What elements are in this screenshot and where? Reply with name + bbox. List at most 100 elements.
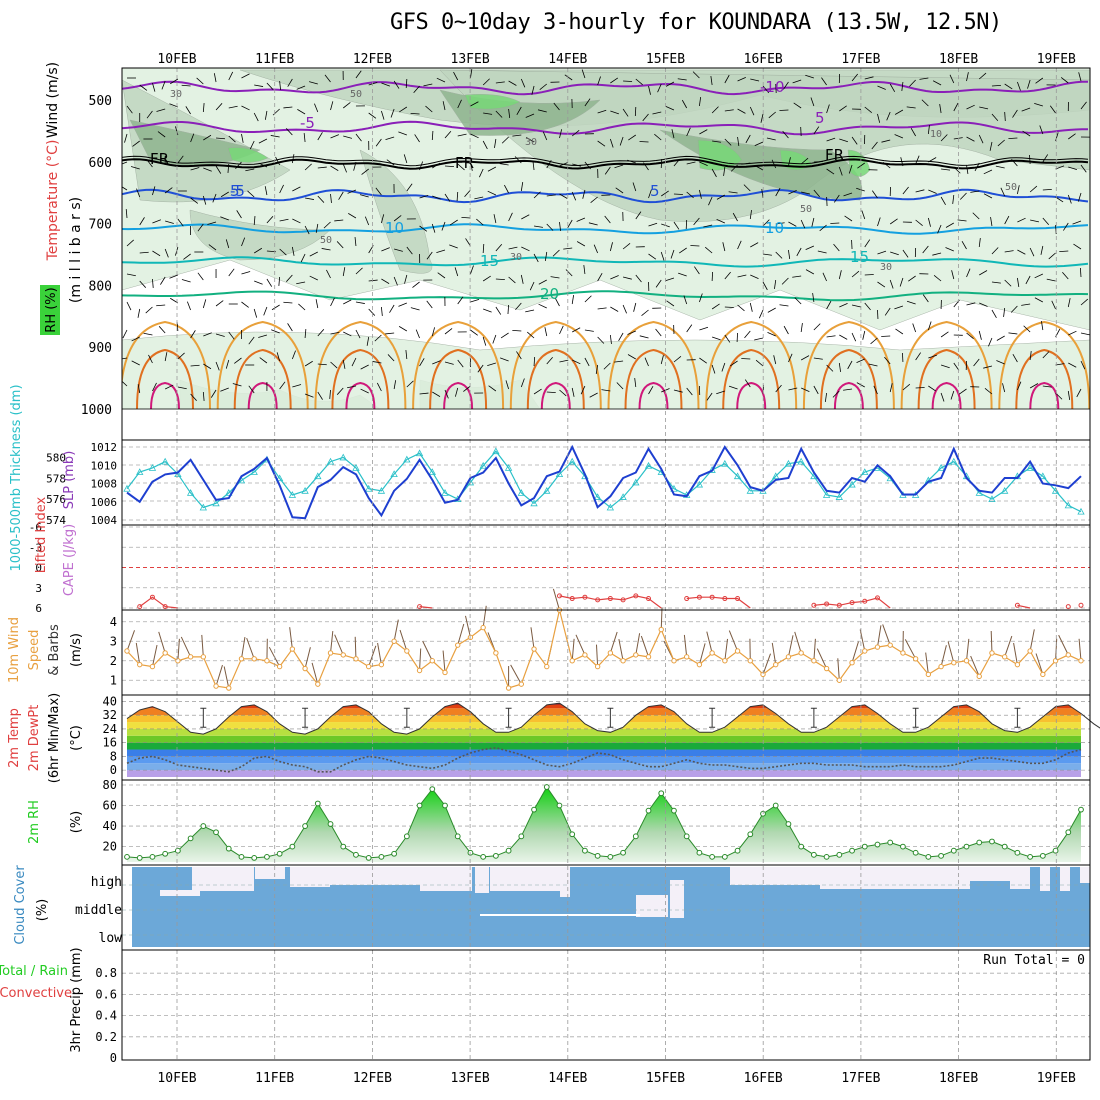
ylabel-cape: CAPE (J/kg) [62,524,77,596]
wind-barb [851,304,861,308]
wind-barb [597,109,607,114]
contour-label: 5 [650,182,660,200]
rh-point [1014,849,1021,856]
wind-barb [317,329,325,337]
date-label-bottom: 13FEB [451,1071,490,1086]
rh-area [127,787,1081,862]
wind-barb [749,106,755,116]
wind-barb [215,300,224,307]
thickness-point [822,491,831,498]
thickness-point [301,486,309,494]
rh-point [810,851,817,858]
thickness-point [148,464,157,471]
lifted-index-point [1078,602,1084,608]
thickness-point [784,459,793,467]
wind-barb [139,280,147,288]
wind-barb [126,105,133,114]
wind-barb [317,132,323,141]
wind-barb [800,355,810,361]
wind-barb [266,82,274,90]
wind-barb [565,269,573,277]
wind-barb [177,218,184,227]
date-label-top: 19FEB [1037,52,1076,67]
rh-tick: 60 [103,799,117,813]
wind-barb [760,113,764,123]
wind-barb [762,253,772,256]
wind-barb [386,159,395,166]
panel-frame [121,439,1091,526]
wind-barb [304,163,312,171]
wind-barb [762,219,770,227]
rh-point [225,845,232,852]
wind-barb [978,134,984,144]
wind-barb [677,78,687,81]
surface-temp-contour [150,381,180,410]
wind-barb [957,219,967,222]
wind-barb [258,334,268,338]
wind-barb [673,221,680,230]
wind-barb [181,279,191,283]
wind-barb [542,131,548,141]
wind-barb [632,182,637,192]
ylabel-rh: RH (%) [44,287,59,332]
wind-barb [343,135,353,139]
wind-barb [1011,158,1018,167]
wind-barb [225,239,230,249]
wind-barb [941,168,951,171]
pressure-tick: 900 [89,341,112,356]
wind-barb [190,330,196,339]
wind-barb [915,189,925,193]
wind-barb [571,130,580,137]
wind-barb [398,326,408,332]
lifted-index-point [696,594,702,600]
wind-barb [546,391,556,394]
wind-barb [889,279,894,289]
thickness-point [275,474,284,482]
wind-barb [164,384,174,390]
wind-barb [235,161,242,169]
wind-barb [470,69,473,79]
wind-barb [686,387,693,396]
wind-barb-10m [422,640,433,661]
date-label-bottom: 17FEB [841,1071,880,1086]
wind-barb [376,382,382,392]
wind-barb [410,112,420,115]
wind-barb [750,78,760,82]
wind-barb [169,274,179,279]
lifted-index-point [417,604,423,610]
wind-barb [266,216,274,224]
wind-barb [272,108,280,116]
wind-barb [1062,271,1069,280]
wind-barb [342,102,351,109]
wind-barb [347,385,357,389]
wind-barb-10m [482,605,487,628]
wind-barb [673,356,682,363]
rh-point [1065,829,1072,836]
wind-barb-10m [794,631,802,654]
wind-barb [381,306,383,316]
wind-barb [711,336,721,341]
rh-point [174,847,181,854]
thickness-point [746,486,754,494]
wind-barb [678,247,687,254]
wind-barb [175,126,179,136]
wind-barb [838,362,841,372]
wind-speed-point [455,642,461,648]
thickness-point [352,464,360,471]
thickness-point [670,484,678,492]
wind-barb [1029,185,1038,193]
wind-barb [220,387,229,392]
cloud-gap [255,867,285,879]
wind-barb [945,247,954,252]
surface-temp-contour [1029,381,1060,410]
wind-barb [406,183,413,192]
wind-barb [404,274,408,284]
wind-barb [520,274,524,284]
rh-point [607,853,614,860]
wind-barb [470,329,478,336]
wind-barb [618,332,624,341]
rh-point [963,843,970,850]
wind-barb [788,189,797,195]
rh-contour-label: 50 [350,89,362,100]
precip-tick: 0.2 [95,1030,117,1044]
